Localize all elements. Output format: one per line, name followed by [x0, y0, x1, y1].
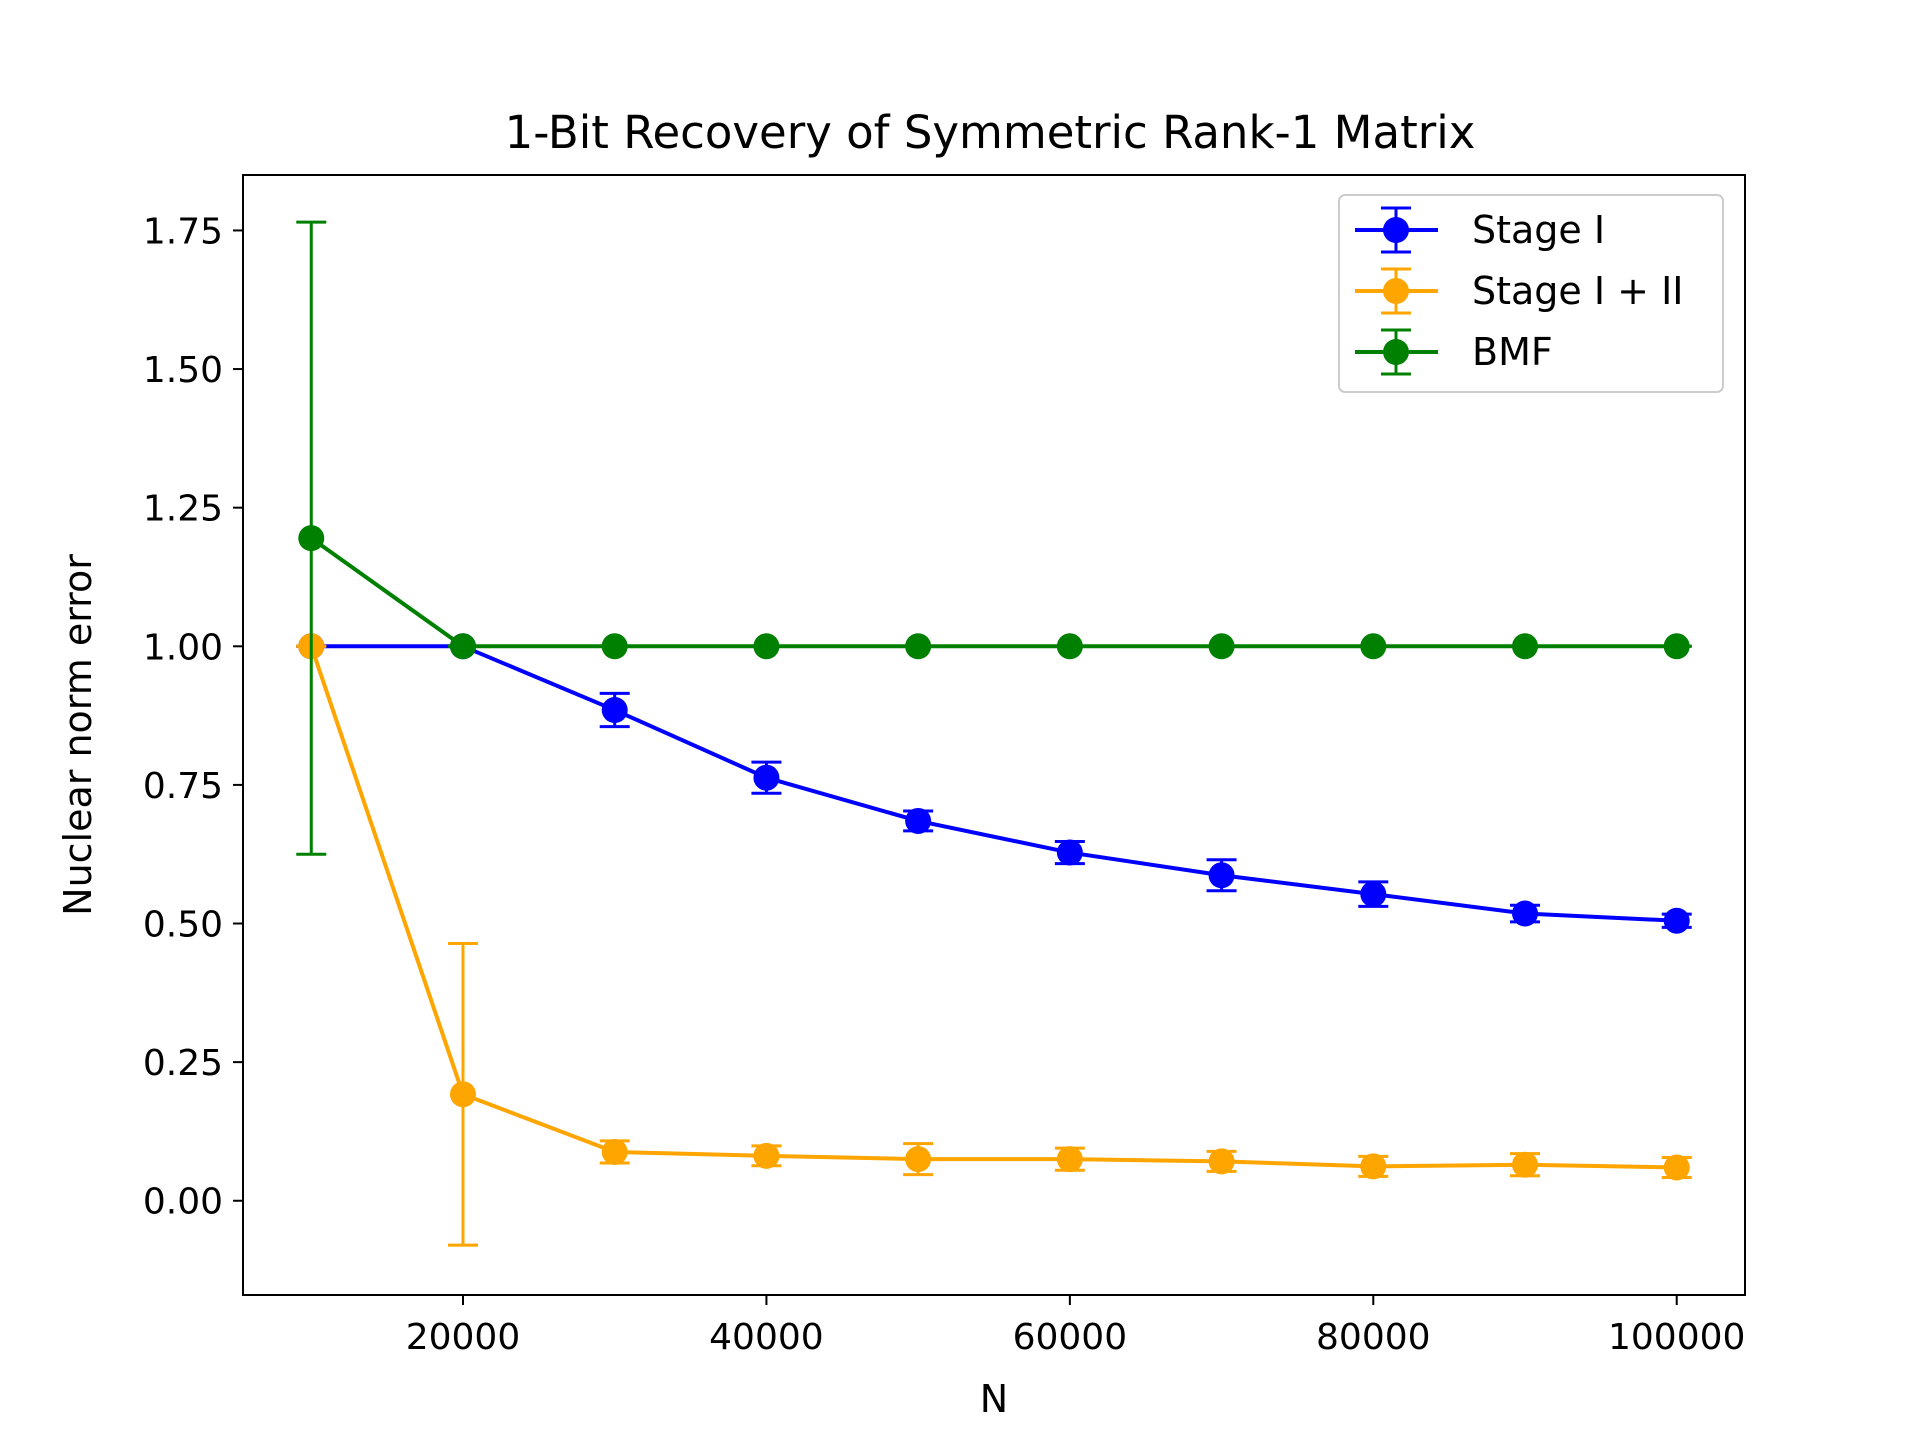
data-point [1208, 1148, 1235, 1175]
data-point [1512, 633, 1539, 660]
y-tick-label: 0.75 [143, 766, 223, 807]
data-point [1056, 1146, 1083, 1173]
legend-label: Stage I [1472, 208, 1605, 252]
series-line [309, 645, 1677, 1170]
y-tick-label: 1.50 [143, 350, 223, 391]
legend-marker [1383, 217, 1409, 243]
data-point [905, 633, 932, 660]
data-point [601, 697, 628, 724]
data-point [1360, 633, 1387, 660]
y-tick-label: 1.75 [143, 211, 223, 252]
x-axis: 20000 40000 60000 80000 100000 [406, 1295, 1745, 1358]
x-tick-label: 20000 [406, 1317, 521, 1358]
legend-label: Stage I + II [1472, 269, 1684, 313]
data-point [449, 1081, 476, 1108]
data-point [1208, 862, 1235, 889]
series-2 [296, 220, 1692, 856]
legend-marker [1383, 278, 1409, 304]
y-tick-label: 1.00 [143, 627, 223, 668]
y-tick-label: 0.50 [143, 905, 223, 946]
data-point [753, 1142, 780, 1169]
data-point [449, 633, 476, 660]
x-tick-label: 80000 [1316, 1317, 1431, 1358]
data-point [1663, 1154, 1690, 1181]
data-point [905, 1146, 932, 1173]
data-point [1512, 900, 1539, 927]
data-point [905, 807, 932, 834]
data-point [298, 525, 325, 552]
x-tick-label: 100000 [1608, 1317, 1745, 1358]
y-tick-label: 0.00 [143, 1182, 223, 1223]
x-axis-label: N [980, 1377, 1008, 1421]
data-point [1208, 633, 1235, 660]
data-point [1663, 633, 1690, 660]
legend-item: Stage I [1355, 206, 1605, 254]
x-tick-label: 60000 [1013, 1317, 1128, 1358]
y-axis: 0.00 0.25 0.50 0.75 1.00 1.25 1.50 1.75 [143, 211, 243, 1223]
data-point [601, 633, 628, 660]
series-line [310, 536, 1677, 649]
data-point [1056, 633, 1083, 660]
legend-label: BMF [1472, 330, 1553, 374]
legend-items: Stage I Stage I + II BMF [1355, 206, 1684, 376]
legend-frame [1338, 194, 1724, 393]
legend-item: Stage I + II [1355, 267, 1684, 315]
data-point [601, 1138, 628, 1165]
y-tick-label: 1.25 [143, 489, 223, 530]
series-1 [296, 633, 1692, 1247]
chart-title: 1-Bit Recovery of Symmetric Rank-1 Matri… [505, 106, 1476, 159]
data-point [1056, 839, 1083, 866]
data-point [753, 764, 780, 791]
y-tick-label: 0.25 [143, 1043, 223, 1084]
data-point [1360, 1153, 1387, 1180]
data-point [1360, 881, 1387, 908]
series-line [311, 644, 1677, 923]
y-axis-label: Nuclear norm error [56, 554, 100, 916]
data-point [1512, 1151, 1539, 1178]
legend-marker [1383, 339, 1409, 365]
legend-item: BMF [1355, 328, 1553, 376]
data-point [1663, 907, 1690, 934]
data-point [753, 633, 780, 660]
plot-area [296, 220, 1692, 1247]
x-tick-label: 40000 [709, 1317, 824, 1358]
plot-frame [242, 174, 1746, 1296]
legend: Stage I Stage I + II BMF [1338, 194, 1724, 393]
